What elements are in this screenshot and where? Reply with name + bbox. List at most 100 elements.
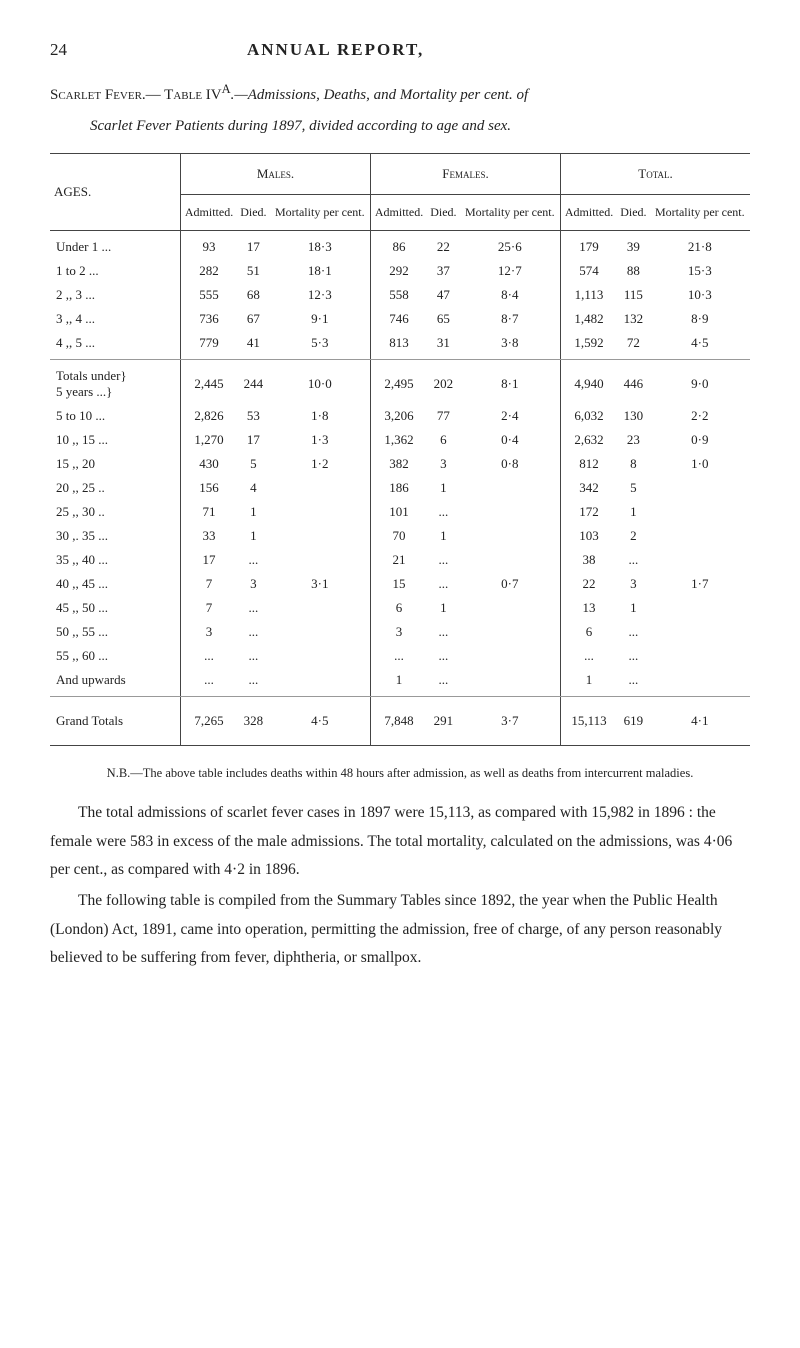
- cell: 558: [371, 283, 428, 307]
- cell: 3 ,, 4 ...: [50, 307, 181, 331]
- table-row: 10 ,, 15 ...1,270171·31,36260·42,632230·…: [50, 428, 750, 452]
- th-t-mort: Mortality per cent.: [650, 195, 750, 231]
- cell: ...: [237, 548, 270, 572]
- cell: [270, 500, 371, 524]
- cell: 3: [181, 620, 238, 644]
- cell: 0·4: [460, 428, 561, 452]
- th-t-died: Died.: [617, 195, 650, 231]
- cell: [650, 644, 750, 668]
- cell: 115: [617, 283, 650, 307]
- cell: 244: [237, 360, 270, 405]
- page-header: 24 ANNUAL REPORT,: [50, 40, 750, 60]
- cell: 0·7: [460, 572, 561, 596]
- cell: 202: [427, 360, 460, 405]
- cell: 3: [237, 572, 270, 596]
- cell: 1: [427, 524, 460, 548]
- cell: [270, 644, 371, 668]
- cell: [650, 668, 750, 697]
- cell: 7,848: [371, 697, 428, 746]
- cell: 1·3: [270, 428, 371, 452]
- cell: 22: [561, 572, 618, 596]
- cell: 4 ,, 5 ...: [50, 331, 181, 360]
- cell: 10·3: [650, 283, 750, 307]
- cell: 18·3: [270, 231, 371, 260]
- th-m-died: Died.: [237, 195, 270, 231]
- cell: 4·5: [270, 697, 371, 746]
- cell: 2 ,, 3 ...: [50, 283, 181, 307]
- cell: 6,032: [561, 404, 618, 428]
- table-row: 4 ,, 5 ...779415·3813313·81,592724·5: [50, 331, 750, 360]
- cell: 70: [371, 524, 428, 548]
- cell: 186: [371, 476, 428, 500]
- cell: [650, 620, 750, 644]
- cell: 0·8: [460, 452, 561, 476]
- cell: 68: [237, 283, 270, 307]
- cell: 5: [617, 476, 650, 500]
- cell-age: Grand Totals: [50, 697, 181, 746]
- cell: 3·7: [460, 697, 561, 746]
- cell: 2·4: [460, 404, 561, 428]
- cell: 65: [427, 307, 460, 331]
- cell: 1·0: [650, 452, 750, 476]
- cell: 3·1: [270, 572, 371, 596]
- cell: 1: [617, 596, 650, 620]
- cell: [650, 500, 750, 524]
- cell: 10·0: [270, 360, 371, 405]
- cell: 10 ,, 15 ...: [50, 428, 181, 452]
- th-t-admitted: Admitted.: [561, 195, 618, 231]
- cell: 77: [427, 404, 460, 428]
- cell: [650, 524, 750, 548]
- th-m-admitted: Admitted.: [181, 195, 238, 231]
- cell: 101: [371, 500, 428, 524]
- cell: 282: [181, 259, 238, 283]
- cell: 21·8: [650, 231, 750, 260]
- cell: ...: [427, 548, 460, 572]
- table-footnote: N.B.—The above table includes deaths wit…: [50, 766, 750, 781]
- cell: [270, 668, 371, 697]
- cell: 1: [561, 668, 618, 697]
- cell: 17: [237, 231, 270, 260]
- cell: 15·3: [650, 259, 750, 283]
- page-title: ANNUAL REPORT,: [247, 40, 424, 60]
- cell: [650, 548, 750, 572]
- cell: 53: [237, 404, 270, 428]
- data-table-wrap: AGES. Males. Females. Total. Admitted. D…: [50, 153, 750, 746]
- cell: 39: [617, 231, 650, 260]
- cell: 31: [427, 331, 460, 360]
- cell: [460, 668, 561, 697]
- cell: 8: [617, 452, 650, 476]
- cell: Under 1 ...: [50, 231, 181, 260]
- cell: 1·7: [650, 572, 750, 596]
- cell: [460, 476, 561, 500]
- cell: 1,482: [561, 307, 618, 331]
- cell: 4·1: [650, 697, 750, 746]
- cell: 35 ,, 40 ...: [50, 548, 181, 572]
- cell: [270, 548, 371, 572]
- cell: [460, 548, 561, 572]
- th-m-mort: Mortality per cent.: [270, 195, 371, 231]
- cell: [460, 596, 561, 620]
- th-ages: AGES.: [50, 154, 181, 231]
- cell: 21: [371, 548, 428, 572]
- cell: 1 to 2 ...: [50, 259, 181, 283]
- cell: 1,270: [181, 428, 238, 452]
- cell: 55 ,, 60 ...: [50, 644, 181, 668]
- cell: ...: [427, 572, 460, 596]
- cell: 9·1: [270, 307, 371, 331]
- table-row: 45 ,, 50 ...7...61131: [50, 596, 750, 620]
- cell: 291: [427, 697, 460, 746]
- cell: 15,113: [561, 697, 618, 746]
- cell: 132: [617, 307, 650, 331]
- cell: 4·5: [650, 331, 750, 360]
- cell: 3: [427, 452, 460, 476]
- cell: 3,206: [371, 404, 428, 428]
- cell: ...: [181, 668, 238, 697]
- caption-part-a: Scarlet Fever.— Table IV: [50, 87, 222, 103]
- table-row: 2 ,, 3 ...5556812·3558478·41,11311510·3: [50, 283, 750, 307]
- cell: 179: [561, 231, 618, 260]
- cell: 812: [561, 452, 618, 476]
- cell: ...: [561, 644, 618, 668]
- cell: 86: [371, 231, 428, 260]
- table-row: Under 1 ...931718·3862225·61793921·8: [50, 231, 750, 260]
- cell: ...: [181, 644, 238, 668]
